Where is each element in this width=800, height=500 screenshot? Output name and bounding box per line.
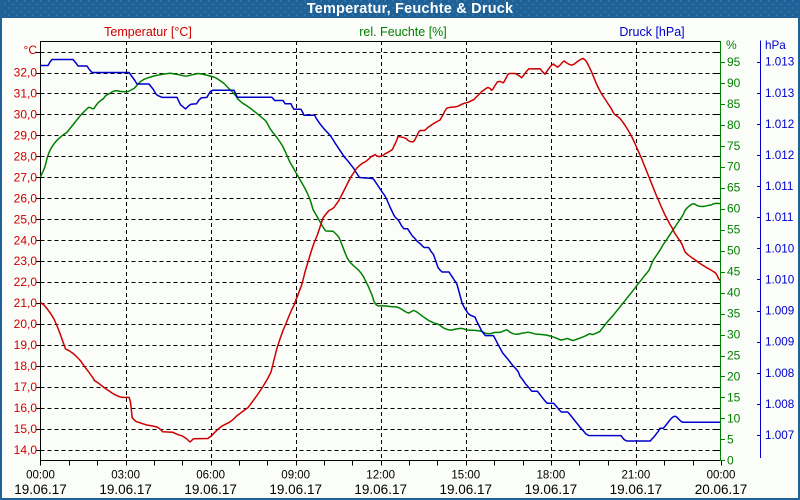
svg-text:45: 45 [727, 265, 741, 279]
svg-text:20: 20 [727, 370, 741, 384]
svg-text:17,0: 17,0 [14, 380, 38, 394]
svg-text:95: 95 [727, 55, 741, 69]
svg-text:1.010: 1.010 [765, 242, 795, 255]
svg-text:26,0: 26,0 [14, 191, 38, 205]
svg-text:1.013: 1.013 [765, 87, 794, 100]
svg-text:19.06.17: 19.06.17 [440, 482, 493, 497]
svg-text:%: % [726, 38, 737, 52]
svg-text:18,0: 18,0 [14, 359, 38, 373]
svg-text:1.009: 1.009 [765, 305, 794, 318]
svg-text:12:00: 12:00 [366, 470, 395, 482]
svg-text:25,0: 25,0 [14, 212, 38, 226]
svg-text:19.06.17: 19.06.17 [14, 482, 67, 497]
svg-text:65: 65 [727, 181, 741, 195]
svg-text:1.011: 1.011 [765, 180, 793, 193]
svg-text:16,0: 16,0 [14, 401, 38, 415]
svg-text:1.008: 1.008 [765, 398, 794, 411]
svg-text:09:00: 09:00 [281, 470, 310, 482]
svg-text:1.013: 1.013 [765, 56, 794, 69]
svg-text:25: 25 [727, 349, 741, 363]
svg-text:50: 50 [727, 244, 741, 258]
svg-text:20,0: 20,0 [14, 317, 38, 331]
svg-text:90: 90 [727, 76, 741, 90]
svg-text:22,0: 22,0 [14, 275, 38, 289]
svg-text:°C: °C [24, 43, 38, 57]
svg-text:21,0: 21,0 [14, 296, 38, 310]
svg-text:19.06.17: 19.06.17 [269, 482, 322, 497]
svg-text:30: 30 [727, 328, 741, 342]
svg-text:06:00: 06:00 [196, 470, 225, 482]
svg-text:15: 15 [727, 391, 741, 405]
svg-text:19.06.17: 19.06.17 [99, 482, 152, 497]
svg-text:70: 70 [727, 160, 741, 174]
svg-text:31,0: 31,0 [14, 87, 38, 101]
svg-text:19,0: 19,0 [14, 338, 38, 352]
svg-text:rel. Feuchte [%]: rel. Feuchte [%] [359, 25, 447, 39]
svg-text:24,0: 24,0 [14, 233, 38, 247]
svg-text:1.007: 1.007 [765, 429, 794, 442]
svg-text:28,0: 28,0 [14, 149, 38, 163]
svg-text:27,0: 27,0 [14, 170, 38, 184]
svg-text:03:00: 03:00 [111, 470, 140, 482]
svg-text:32,0: 32,0 [14, 66, 38, 80]
svg-text:19.06.17: 19.06.17 [354, 482, 407, 497]
svg-text:21:00: 21:00 [622, 470, 651, 482]
svg-text:19.06.17: 19.06.17 [610, 482, 663, 497]
svg-text:18:00: 18:00 [537, 470, 566, 482]
svg-text:1.011: 1.011 [765, 211, 793, 224]
svg-text:55: 55 [727, 223, 741, 237]
svg-text:0: 0 [727, 453, 734, 467]
svg-text:29,0: 29,0 [14, 128, 38, 142]
svg-text:60: 60 [727, 202, 741, 216]
svg-text:40: 40 [727, 286, 741, 300]
svg-text:1.012: 1.012 [765, 118, 794, 131]
svg-text:1.009: 1.009 [765, 336, 794, 349]
svg-text:19.06.17: 19.06.17 [525, 482, 578, 497]
svg-text:hPa: hPa [765, 39, 786, 52]
svg-text:1.012: 1.012 [765, 149, 794, 162]
svg-text:19.06.17: 19.06.17 [184, 482, 237, 497]
svg-text:14,0: 14,0 [14, 443, 38, 457]
svg-text:Druck [hPa]: Druck [hPa] [619, 25, 684, 39]
svg-text:1.010: 1.010 [765, 274, 795, 287]
svg-text:23,0: 23,0 [14, 254, 38, 268]
svg-text:85: 85 [727, 97, 741, 111]
svg-text:35: 35 [727, 307, 741, 321]
svg-text:75: 75 [727, 139, 741, 153]
svg-text:80: 80 [727, 118, 741, 132]
svg-text:5: 5 [727, 432, 734, 446]
svg-text:20.06.17: 20.06.17 [695, 482, 748, 497]
svg-text:15:00: 15:00 [451, 470, 480, 482]
svg-text:10: 10 [727, 411, 741, 425]
svg-text:00:00: 00:00 [26, 470, 55, 482]
svg-text:30,0: 30,0 [14, 108, 38, 122]
svg-text:00:00: 00:00 [707, 470, 736, 482]
svg-text:Temperatur [°C]: Temperatur [°C] [104, 25, 192, 39]
svg-text:1.008: 1.008 [765, 367, 794, 380]
svg-text:15,0: 15,0 [14, 422, 38, 436]
